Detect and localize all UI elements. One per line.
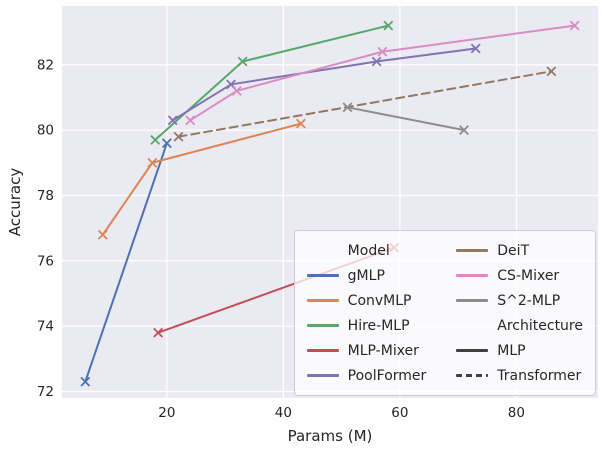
legend-label: Transformer bbox=[497, 367, 582, 384]
series-s-2-mlp-markers bbox=[342, 102, 469, 136]
series-deit-markers bbox=[173, 66, 557, 142]
legend-label: Hire-MLP bbox=[347, 317, 410, 334]
legend-label: MLP-Mixer bbox=[347, 342, 419, 359]
legend-label: PoolFormer bbox=[347, 367, 427, 384]
svg-text:74: 74 bbox=[37, 319, 54, 335]
legend-item-poolformer: PoolFormer bbox=[306, 363, 427, 388]
legend-handle-empty bbox=[456, 324, 488, 326]
series-poolformer-markers bbox=[167, 43, 481, 126]
legend-line-sample-gmlp bbox=[306, 274, 339, 277]
legend-handle-empty bbox=[307, 249, 339, 251]
legend-label: Architecture bbox=[497, 317, 583, 334]
legend: Model gMLP ConvMLP Hire-MLP MLP-Mixer PoolFor… bbox=[293, 230, 596, 396]
legend-line-sample-transformer bbox=[456, 374, 489, 377]
legend-item-s-2-mlp: S^2-MLP bbox=[456, 288, 583, 313]
x-axis-label: Params (M) bbox=[287, 427, 373, 445]
legend-line-sample-s-2-mlp bbox=[456, 299, 489, 302]
svg-text:80: 80 bbox=[37, 123, 54, 139]
legend-label: S^2-MLP bbox=[497, 292, 561, 309]
legend-header-architecture: Architecture bbox=[456, 313, 583, 338]
series-gmlp bbox=[80, 138, 172, 387]
legend-line-sample-mlp bbox=[456, 349, 489, 352]
svg-text:76: 76 bbox=[37, 253, 54, 269]
legend-column: Model gMLP ConvMLP Hire-MLP MLP-Mixer PoolFor… bbox=[306, 238, 427, 388]
legend-label: DeiT bbox=[497, 242, 530, 259]
legend-line-sample-cs-mixer bbox=[456, 274, 489, 277]
legend-label: CS-Mixer bbox=[497, 267, 560, 284]
x-tick-labels: 20 40 60 80 bbox=[158, 405, 525, 421]
svg-text:80: 80 bbox=[508, 405, 525, 421]
series-cs-mixer bbox=[185, 20, 580, 126]
legend-line-sample-convmlp bbox=[306, 299, 339, 302]
legend-header-model: Model bbox=[307, 238, 427, 263]
legend-line-sample-hire-mlp bbox=[306, 324, 339, 327]
legend-label: gMLP bbox=[347, 267, 385, 284]
svg-text:60: 60 bbox=[391, 405, 408, 421]
series-convmlp bbox=[97, 118, 306, 240]
legend-item-transformer: Transformer bbox=[456, 363, 583, 388]
legend-item-mlp-mixer: MLP-Mixer bbox=[306, 338, 427, 363]
svg-text:40: 40 bbox=[275, 405, 292, 421]
series-convmlp-markers bbox=[97, 118, 306, 240]
svg-text:78: 78 bbox=[37, 188, 54, 204]
legend-item-gmlp: gMLP bbox=[306, 263, 427, 288]
legend-item-mlp: MLP bbox=[456, 338, 583, 363]
legend-item-convmlp: ConvMLP bbox=[306, 288, 427, 313]
series-hire-mlp-markers bbox=[150, 20, 394, 145]
y-axis-label: Accuracy bbox=[6, 167, 24, 237]
y-tick-labels: 72 74 76 78 80 82 bbox=[37, 57, 54, 400]
legend-line-sample-poolformer bbox=[306, 374, 339, 377]
series-gmlp-markers bbox=[80, 138, 172, 387]
legend-line-sample-mlp-mixer bbox=[306, 349, 339, 352]
legend-label: Model bbox=[347, 242, 390, 259]
legend-label: ConvMLP bbox=[347, 292, 412, 309]
series-deit bbox=[173, 66, 557, 142]
series-mlp-mixer-markers bbox=[153, 242, 400, 338]
legend-item-deit: DeiT bbox=[456, 238, 583, 263]
svg-text:82: 82 bbox=[37, 57, 54, 73]
legend-item-cs-mixer: CS-Mixer bbox=[456, 263, 583, 288]
legend-item-hire-mlp: Hire-MLP bbox=[306, 313, 427, 338]
series-cs-mixer-markers bbox=[185, 20, 580, 126]
svg-text:20: 20 bbox=[158, 405, 175, 421]
svg-text:72: 72 bbox=[37, 384, 54, 400]
series-s-2-mlp bbox=[342, 102, 469, 136]
legend-label: MLP bbox=[497, 342, 526, 359]
legend-line-sample-deit bbox=[456, 249, 489, 252]
legend-column: DeiT CS-Mixer S^2-MLP Architecture MLP Transf… bbox=[456, 238, 583, 388]
